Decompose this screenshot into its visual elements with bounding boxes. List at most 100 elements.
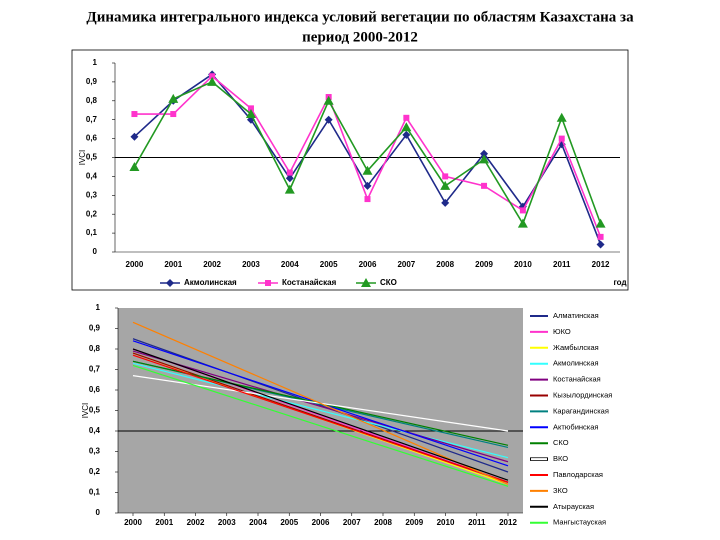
legend-label: СКО — [553, 438, 569, 447]
x-tick-label: 2006 — [312, 518, 330, 527]
marker — [245, 109, 256, 119]
y-tick-label: 0,2 — [89, 467, 101, 476]
marker — [597, 233, 604, 240]
x-tick-label: 2005 — [280, 518, 298, 527]
series-line — [132, 350, 509, 463]
legend-label: Акмолинская — [553, 359, 599, 368]
marker — [130, 132, 139, 141]
x-tick-label: 2009 — [475, 260, 493, 269]
y-tick-label: 0 — [96, 508, 101, 517]
x-tick-label: 2003 — [218, 518, 236, 527]
marker — [286, 169, 293, 176]
marker — [480, 149, 489, 158]
x-tick-label: 2000 — [126, 260, 144, 269]
y-tick-label: 0,1 — [89, 488, 101, 497]
title-line: Динамика интегрального индекса условий в… — [86, 9, 634, 25]
marker — [442, 173, 449, 180]
marker — [595, 218, 606, 228]
marker — [403, 114, 410, 121]
legend-label: Костанайская — [553, 375, 601, 384]
y-tick-label: 1 — [93, 58, 98, 67]
marker — [402, 130, 411, 139]
legend-label: Кызылординская — [553, 390, 612, 399]
y-tick-label: 0,6 — [86, 134, 98, 143]
x-tick-label: 2012 — [499, 518, 517, 527]
marker — [168, 93, 179, 103]
marker — [364, 196, 371, 203]
marker — [401, 122, 412, 132]
marker — [131, 111, 138, 118]
marker — [323, 95, 334, 105]
y-tick-label: 0,7 — [89, 365, 101, 374]
x-axis-label: год — [613, 278, 626, 287]
marker — [285, 174, 294, 183]
x-tick-label: 2001 — [155, 518, 173, 527]
legend-label: ЮКО — [553, 327, 571, 336]
x-tick-label: 2008 — [436, 260, 454, 269]
y-tick-label: 0,4 — [86, 172, 98, 181]
marker — [441, 198, 450, 207]
legend-label: Алматинская — [553, 311, 599, 320]
y-tick-label: 0,6 — [89, 385, 101, 394]
x-tick-label: 2012 — [592, 260, 610, 269]
x-tick-label: 2000 — [124, 518, 142, 527]
series-line — [132, 348, 509, 481]
x-tick-label: 2004 — [281, 260, 299, 269]
marker — [363, 181, 372, 190]
marker — [519, 207, 526, 214]
marker — [170, 111, 177, 118]
legend-label: Жамбылская — [553, 343, 599, 352]
legend-label: Павлодарская — [553, 470, 603, 479]
x-tick-label: 2010 — [437, 518, 455, 527]
x-tick-label: 2006 — [359, 260, 377, 269]
y-tick-label: 0,9 — [86, 77, 98, 86]
legend-label: Карагандинская — [553, 406, 609, 415]
marker — [481, 182, 488, 189]
marker — [479, 154, 490, 164]
x-tick-label: 2002 — [187, 518, 205, 527]
x-tick-label: 2001 — [164, 260, 182, 269]
y-tick-label: 0,3 — [89, 447, 101, 456]
x-tick-label: 2005 — [320, 260, 338, 269]
legend-label: ВКО — [553, 454, 568, 463]
x-tick-label: 2008 — [374, 518, 392, 527]
marker — [440, 180, 451, 190]
marker — [265, 280, 271, 286]
legend-label: Костанайская — [282, 278, 337, 287]
y-tick-label: 0,1 — [86, 228, 98, 237]
x-tick-label: 2007 — [397, 260, 415, 269]
marker — [209, 73, 216, 80]
marker — [129, 161, 140, 171]
title-line: период 2000-2012 — [302, 29, 418, 45]
legend-label: Мангыстауская — [553, 518, 606, 527]
y-tick-label: 0,9 — [89, 324, 101, 333]
marker — [596, 240, 605, 249]
y-tick-label: 0,8 — [89, 344, 101, 353]
y-tick-label: 0,4 — [89, 426, 101, 435]
marker — [166, 279, 174, 287]
y-tick-label: 0,7 — [86, 115, 98, 124]
x-tick-label: 2003 — [242, 260, 260, 269]
chart-frame — [71, 49, 629, 291]
x-tick-label: 2002 — [203, 260, 221, 269]
y-tick-label: 0,2 — [86, 209, 98, 218]
y-tick-label: 0,3 — [86, 190, 98, 199]
marker — [362, 165, 373, 175]
marker — [247, 105, 254, 112]
marker — [284, 184, 295, 194]
series-line — [132, 354, 509, 483]
marker — [556, 112, 567, 122]
marker — [361, 278, 371, 287]
y-tick-label: 1 — [96, 303, 101, 312]
y-tick-label: 0,8 — [86, 96, 98, 105]
legend-label: ЗКО — [553, 486, 568, 495]
x-tick-label: 2011 — [553, 260, 571, 269]
y-tick-label: 0,5 — [86, 153, 98, 162]
legend-label: СКО — [380, 278, 397, 287]
y-axis-label: IVCI — [81, 403, 90, 419]
x-tick-label: 2010 — [514, 260, 532, 269]
marker — [558, 135, 565, 142]
series-line — [132, 362, 509, 459]
marker — [517, 218, 528, 228]
